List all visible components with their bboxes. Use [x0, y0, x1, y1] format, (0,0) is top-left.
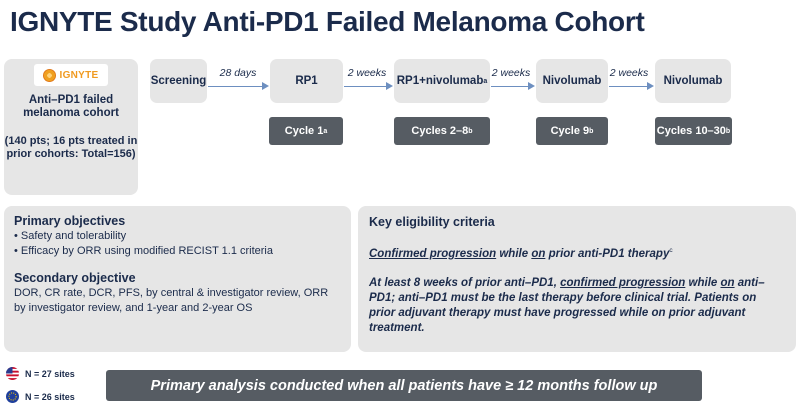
cycle-label: Cycle 9	[550, 125, 590, 137]
footnote-mark: b	[725, 127, 731, 135]
step-nivolumab-1: Nivolumab	[536, 59, 608, 103]
arrow-line	[344, 86, 387, 87]
primary-analysis-banner: Primary analysis conducted when all pati…	[106, 370, 702, 401]
primary-objective-item: • Efficacy by ORR using modified RECIST …	[14, 245, 273, 257]
footnote-mark: a	[323, 127, 328, 135]
eligibility-box: Key eligibility criteria Confirmed progr…	[358, 206, 796, 352]
eu-flag-icon	[6, 390, 19, 403]
step-nivolumab-2: Nivolumab	[655, 59, 731, 103]
cycle-label: Cycles 10–30	[656, 125, 726, 137]
step-rp1: RP1	[270, 59, 343, 103]
site-count: N = 26 sites	[25, 391, 75, 402]
arrow-head-icon	[647, 82, 654, 90]
step-label: Screening	[150, 75, 207, 87]
sun-logo-icon	[43, 68, 57, 82]
footnote-mark: b	[589, 127, 594, 135]
arrow-label: 2 weeks	[347, 67, 387, 79]
cohort-subtitle: (140 pts; 16 pts treated in prior cohort…	[4, 135, 138, 160]
secondary-objective-text: DOR, CR rate, DCR, PFS, by central & inv…	[14, 287, 329, 314]
eligibility-heading: Key eligibility criteria	[369, 215, 495, 229]
arrow-head-icon	[386, 82, 393, 90]
step-label: Nivolumab	[663, 75, 723, 87]
arrow-line	[609, 86, 648, 87]
step-screening: Screening	[150, 59, 207, 103]
eligibility-criterion-2: At least 8 weeks of prior anti–PD1, conf…	[369, 276, 765, 334]
arrow-label: 28 days	[219, 67, 257, 79]
footnote-mark: b	[468, 127, 473, 135]
ignyte-logo: IGNYTE	[34, 64, 108, 86]
footnote-mark: a	[483, 77, 488, 85]
us-sites: N = 27 sites	[6, 367, 75, 380]
arrow-head-icon	[528, 82, 535, 90]
site-count: N = 27 sites	[25, 368, 75, 379]
cycle-label: Cycles 2–8	[411, 125, 469, 137]
arrow-head-icon	[262, 82, 269, 90]
arrow-label: 2 weeks	[491, 67, 531, 79]
primary-objectives-heading: Primary objectives	[14, 214, 126, 228]
cycle-label: Cycle 1	[284, 125, 324, 137]
arrow-label: 2 weeks	[609, 67, 649, 79]
arrow-line	[491, 86, 529, 87]
page-title: IGNYTE Study Anti-PD1 Failed Melanoma Co…	[10, 6, 645, 37]
logo-text: IGNYTE	[59, 69, 99, 81]
cohort-box: IGNYTE Anti–PD1 failed melanoma cohort (…	[4, 59, 138, 195]
objectives-box: Primary objectives • Safety and tolerabi…	[4, 206, 351, 352]
us-flag-icon	[6, 367, 19, 380]
cohort-title: Anti–PD1 failed melanoma cohort	[23, 94, 119, 119]
arrow-line	[208, 86, 263, 87]
step-rp1-nivolumab: RP1+nivolumab a	[394, 59, 490, 103]
cycles-10-30: Cycles 10–30 b	[655, 117, 732, 145]
cycles-2-8: Cycles 2–8 b	[394, 117, 490, 145]
primary-objective-item: • Safety and tolerability	[14, 230, 127, 242]
secondary-objective-heading: Secondary objective	[14, 271, 136, 285]
eu-sites: N = 26 sites	[6, 390, 75, 403]
step-label: RP1	[295, 75, 318, 87]
step-label: RP1+nivolumab	[396, 75, 484, 87]
eligibility-criterion-1: Confirmed progression while on prior ant…	[369, 247, 673, 260]
footnote-mark: c	[669, 247, 673, 254]
step-label: Nivolumab	[542, 75, 602, 87]
